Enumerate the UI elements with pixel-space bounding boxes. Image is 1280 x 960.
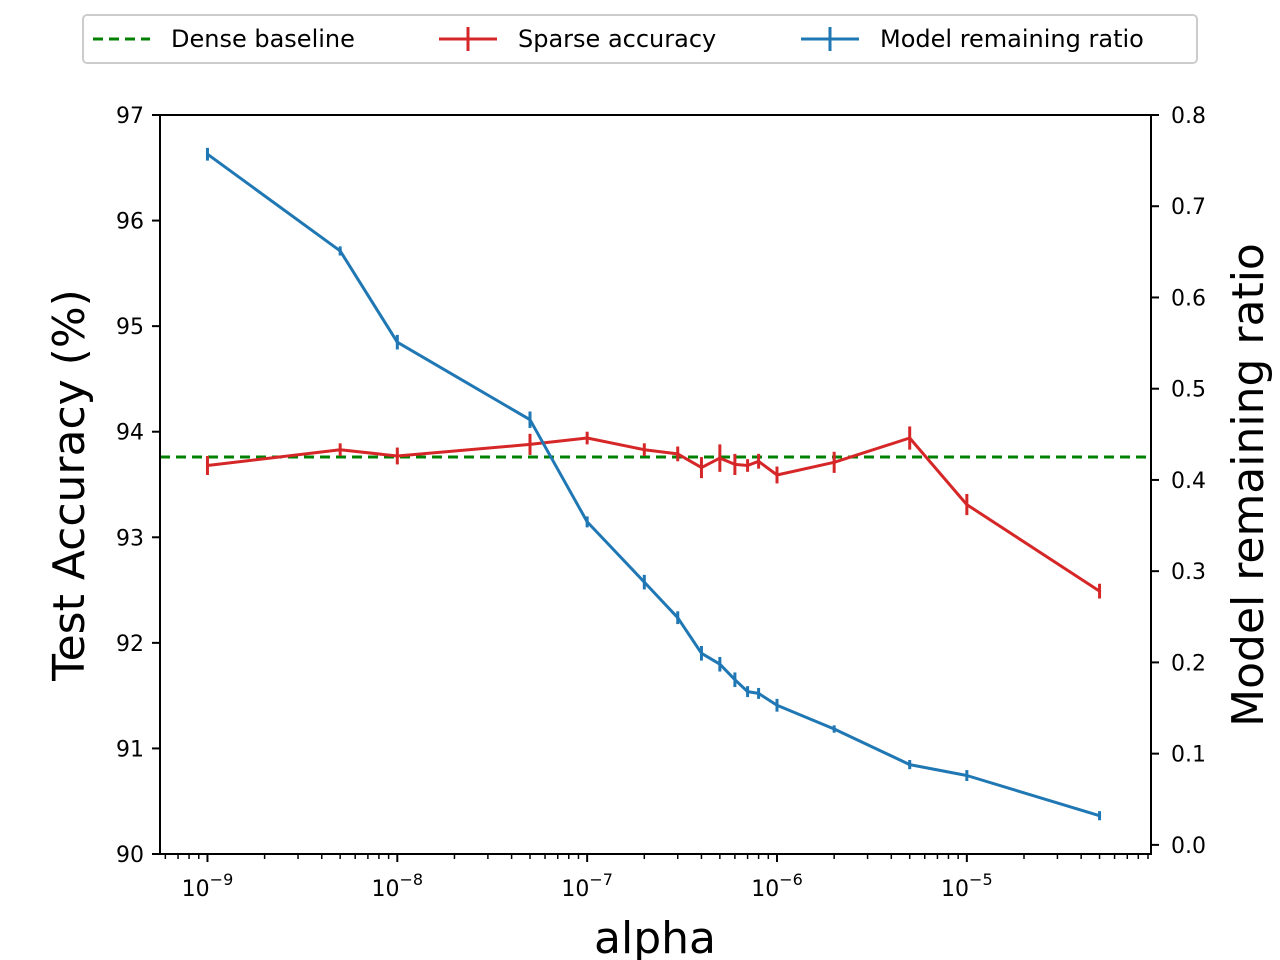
left-y-tick-label-5: 95 (116, 315, 144, 340)
left-axis-title: Test Accuracy (%) (44, 289, 95, 682)
left-y-tick-label-6: 96 (116, 210, 144, 235)
remaining-ratio-point-16 (1098, 814, 1102, 818)
remaining-ratio-point-6 (676, 616, 680, 620)
sparse-accuracy-point-11 (757, 459, 761, 463)
sparse-accuracy-point-3 (528, 442, 532, 446)
right-y-tick-label-5: 0.5 (1171, 378, 1206, 403)
remaining-ratio-point-11 (757, 691, 761, 695)
sparse-accuracy-point-13 (832, 460, 836, 464)
right-y-tick-label-6: 0.6 (1171, 286, 1206, 311)
remaining-ratio-series (205, 147, 1102, 821)
remaining-ratio-point-1 (338, 249, 342, 253)
remaining-ratio-point-4 (585, 520, 589, 524)
legend-dense-label: Dense baseline (171, 25, 355, 53)
x-axis-title: alpha (594, 913, 716, 960)
x-tick-label-exponent-3: −6 (779, 870, 803, 889)
remaining-ratio-point-12 (775, 703, 779, 707)
sparse-accuracy-point-15 (965, 503, 969, 507)
sparse-accuracy-point-5 (642, 448, 646, 452)
right-y-tick-label-8: 0.8 (1171, 104, 1206, 129)
remaining-ratio-point-8 (718, 662, 722, 666)
left-y-tick-label-1: 91 (116, 737, 144, 762)
x-tick-label-exponent-0: −9 (210, 870, 234, 889)
left-y-tick-label-7: 97 (116, 104, 144, 129)
right-y-tick-label-4: 0.4 (1171, 469, 1206, 494)
x-tick-label-exponent-1: −8 (400, 870, 424, 889)
x-tick-label-exponent-4: −5 (969, 870, 993, 889)
right-y-tick-label-1: 0.1 (1171, 743, 1206, 768)
sparse-accuracy-point-0 (205, 463, 209, 467)
right-y-tick-label-0: 0.0 (1171, 834, 1206, 859)
sparse-accuracy-point-10 (746, 463, 750, 467)
x-tick-label-2: 10−7 (561, 870, 613, 902)
right-y-tick-label-3: 0.3 (1171, 560, 1206, 585)
sparse-accuracy-series (205, 426, 1102, 599)
remaining-ratio-point-5 (642, 580, 646, 584)
x-tick-label-exponent-2: −7 (589, 870, 613, 889)
legend-sparse-label: Sparse accuracy (518, 25, 716, 53)
sparse-accuracy-point-7 (699, 466, 703, 470)
sparse-accuracy-point-2 (395, 454, 399, 458)
legend-ratio-label: Model remaining ratio (880, 25, 1144, 53)
remaining-ratio-point-10 (746, 690, 750, 694)
remaining-ratio-point-7 (699, 651, 703, 655)
left-y-tick-label-0: 90 (116, 843, 144, 868)
remaining-ratio-point-3 (528, 418, 532, 422)
remaining-ratio-point-13 (832, 727, 836, 731)
x-tick-label-1: 10−8 (372, 870, 424, 902)
plot-frame (159, 114, 1152, 855)
x-tick-label-base-1: 10 (372, 877, 400, 902)
legend: Dense baseline Sparse accuracy Model rem… (82, 14, 1198, 64)
sparse-accuracy-point-12 (775, 473, 779, 477)
x-tick-label-base-2: 10 (561, 877, 589, 902)
sparse-accuracy-point-4 (585, 436, 589, 440)
right-y-tick-label-2: 0.2 (1171, 651, 1206, 676)
remaining-ratio-point-14 (908, 763, 912, 767)
sparse-accuracy-point-8 (718, 456, 722, 460)
sparse-accuracy-point-16 (1098, 589, 1102, 593)
left-y-tick-label-2: 92 (116, 632, 144, 657)
sparse-accuracy-point-9 (733, 462, 737, 466)
right-axis-title: Model remaining ratio (1223, 243, 1274, 727)
sparse-accuracy-point-1 (338, 448, 342, 452)
remaining-ratio-point-2 (395, 340, 399, 344)
x-tick-label-base-4: 10 (941, 877, 969, 902)
axes-layer: 90 91 92 93 94 95 96 97 0.0 0.1 0.2 0.3 0.4 0.5 0.6 0.7… (116, 104, 1206, 902)
legend-frame (82, 14, 1198, 64)
sparse-accuracy-point-14 (908, 436, 912, 440)
remaining-ratio-point-15 (965, 774, 969, 778)
left-y-tick-label-4: 94 (116, 421, 144, 446)
left-y-tick-label-3: 93 (116, 526, 144, 551)
remaining-ratio-point-9 (733, 678, 737, 682)
remaining-ratio-point-0 (205, 152, 209, 156)
x-tick-label-4: 10−5 (941, 870, 993, 902)
right-y-tick-label-7: 0.7 (1171, 195, 1206, 220)
x-tick-label-3: 10−6 (751, 870, 803, 902)
x-tick-label-base-0: 10 (182, 877, 210, 902)
sparse-accuracy-point-6 (676, 452, 680, 456)
x-tick-label-base-3: 10 (751, 877, 779, 902)
x-tick-label-0: 10−9 (182, 870, 234, 902)
